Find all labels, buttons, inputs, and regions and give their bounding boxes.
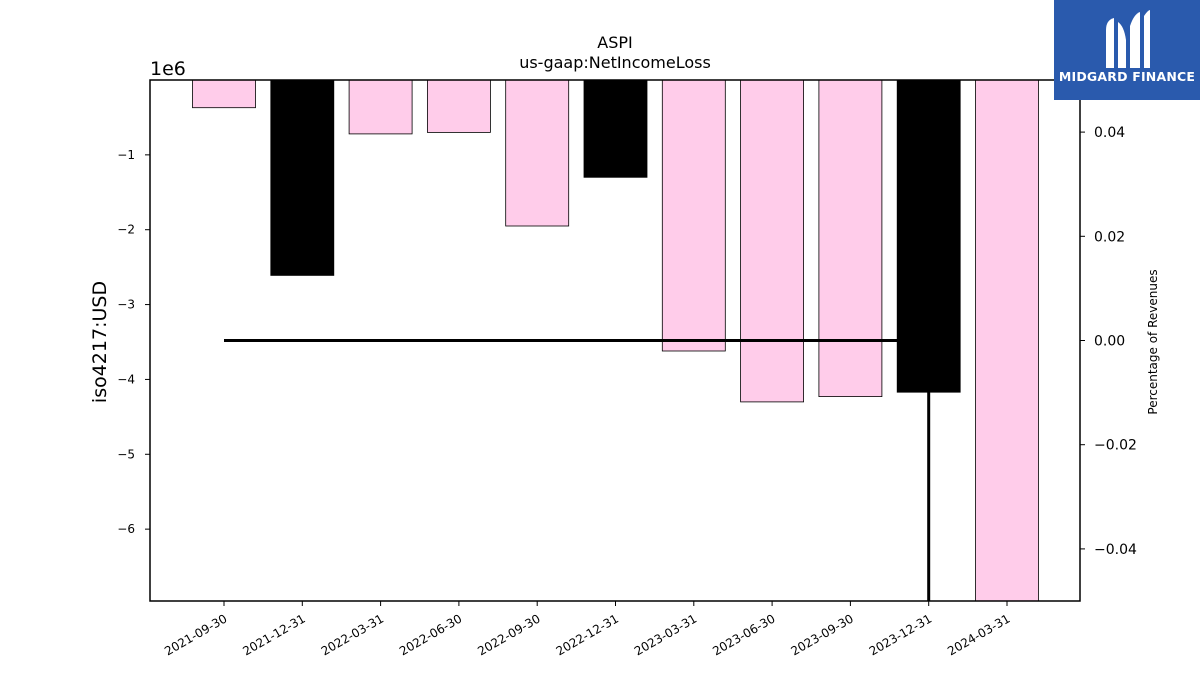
y-tick-label: −4 <box>117 372 135 386</box>
x-tick-label: 2022-12-31 <box>554 611 621 658</box>
x-tick-label: 2022-06-30 <box>397 611 464 658</box>
x-tick-label: 2024-03-31 <box>945 611 1012 658</box>
bar-2023-06-30 <box>740 79 804 403</box>
chart-subtitle: us-gaap:NetIncomeLoss <box>519 53 711 72</box>
x-tick-label: 2022-09-30 <box>475 611 542 658</box>
bar-2024-03-31 <box>975 79 1039 602</box>
y2-tick-label: −0.04 <box>1094 542 1137 558</box>
y-axis-label: iso4217:USD <box>89 281 111 403</box>
y-tick-label: −5 <box>117 447 135 461</box>
y2-axis-label: Percentage of Revenues <box>1146 269 1160 414</box>
bar-2021-09-30 <box>192 79 256 109</box>
x-tick-label: 2023-06-30 <box>710 611 777 658</box>
bar-2022-12-31 <box>583 79 648 178</box>
y-tick-label: −6 <box>117 522 135 536</box>
x-tick-label: 2021-12-31 <box>240 611 307 658</box>
y2-tick-label: 0.02 <box>1094 229 1125 245</box>
x-tick-label: 2021-09-30 <box>162 611 229 658</box>
chart-title: ASPI <box>597 33 632 52</box>
bar-2023-03-31 <box>661 79 726 352</box>
x-tick-label: 2023-09-30 <box>788 611 855 658</box>
ratio-line-group <box>224 339 931 601</box>
bar-2023-09-30 <box>818 79 883 398</box>
x-tick-label: 2022-03-31 <box>319 611 386 658</box>
bar-2022-06-30 <box>426 79 491 133</box>
y-tick-label: −2 <box>117 223 135 237</box>
y2-tick-label: 0.00 <box>1094 334 1125 350</box>
x-tick-label: 2023-03-31 <box>632 611 699 658</box>
y2-tick-label: 0.04 <box>1094 125 1125 141</box>
y-offset-text: 1e6 <box>150 58 186 80</box>
x-tick-label: 2023-12-31 <box>867 611 934 658</box>
y-tick-label: −3 <box>117 298 135 312</box>
bar-2021-12-31 <box>270 79 335 276</box>
y-tick-label: −1 <box>117 148 135 162</box>
y2-tick-label: −0.02 <box>1094 438 1137 454</box>
bar-2022-09-30 <box>505 79 570 227</box>
logo-text: MIDGARD FINANCE <box>1058 69 1196 84</box>
bar-2022-03-31 <box>348 79 413 135</box>
logo-mark-icon <box>1106 10 1150 68</box>
brand-logo: MIDGARD FINANCE <box>1054 0 1200 100</box>
plot-frame <box>149 79 1081 602</box>
